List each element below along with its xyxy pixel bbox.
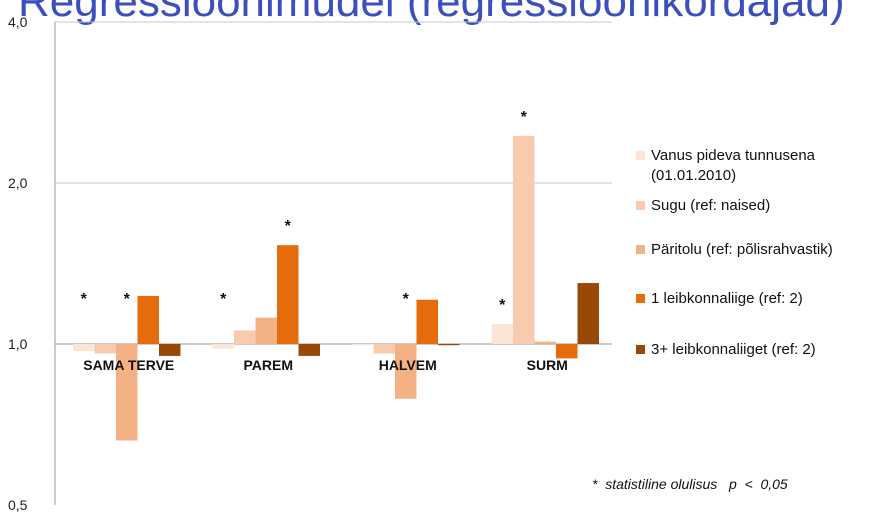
y-tick-label: 4,0 — [8, 14, 28, 30]
legend-entry: 1 leibkonnaliige (ref: 2) — [651, 290, 803, 307]
legend-entry: 3+ leibkonnaliiget (ref: 2) — [651, 341, 816, 358]
category-label: HALVEM — [379, 357, 437, 373]
y-tick-label: 0,5 — [8, 497, 28, 513]
legend-swatch — [636, 245, 645, 254]
y-tick-label: 2,0 — [8, 175, 28, 191]
bar — [534, 341, 556, 344]
bar — [438, 344, 460, 346]
bar — [298, 344, 320, 356]
legend-swatch — [636, 201, 645, 210]
legend-entry: Sugu (ref: naised) — [651, 197, 770, 214]
category-label: SAMA TERVE — [83, 357, 174, 373]
legend-entry: Päritolu (ref: põlisrahvastik) — [651, 241, 833, 258]
bar — [416, 299, 438, 344]
significance-star: * — [403, 291, 410, 308]
bar — [277, 245, 299, 344]
legend-entry: Vanus pideva tunnusena — [651, 147, 816, 164]
significance-note: * statistiline olulisus p < 0,05 — [592, 476, 788, 492]
bar — [255, 317, 277, 344]
bar — [137, 295, 159, 344]
bar — [556, 344, 578, 359]
category-label: SURM — [527, 357, 568, 373]
bar — [352, 344, 374, 346]
legend-swatch — [636, 151, 645, 160]
significance-star: * — [124, 291, 131, 308]
bar — [94, 344, 116, 354]
significance-star: * — [285, 218, 292, 235]
legend-swatch — [636, 294, 645, 303]
significance-star: * — [499, 297, 506, 314]
bar — [234, 330, 256, 344]
legend-entry: (01.01.2010) — [651, 167, 736, 184]
bar — [159, 344, 181, 356]
bar — [395, 344, 417, 399]
bar — [577, 283, 599, 344]
bar — [491, 323, 513, 344]
significance-star: * — [220, 291, 227, 308]
significance-star: * — [81, 291, 88, 308]
bar — [212, 344, 234, 349]
bar — [116, 344, 138, 441]
bar — [373, 344, 395, 354]
significance-star: * — [521, 109, 528, 126]
bar — [513, 135, 535, 344]
category-label: PAREM — [243, 357, 293, 373]
bar — [73, 344, 95, 352]
y-tick-label: 1,0 — [8, 336, 28, 352]
legend-swatch — [636, 345, 645, 354]
